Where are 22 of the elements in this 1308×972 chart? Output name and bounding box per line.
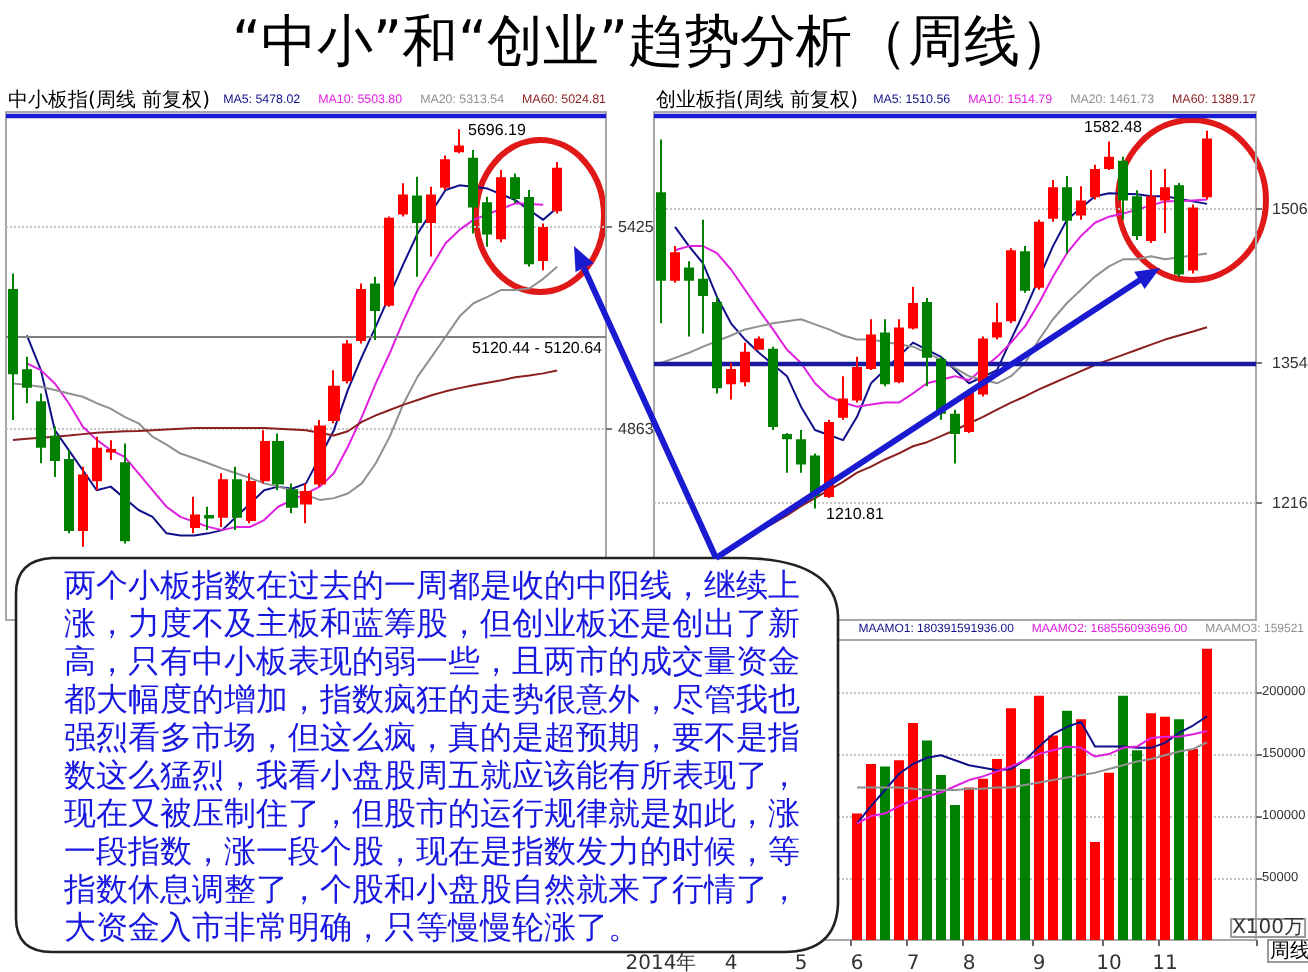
annotation: 1582.48 bbox=[1084, 118, 1143, 136]
x-tick-label: 9 bbox=[1032, 953, 1046, 972]
ref-line-label: 5120.44 - 5120.64 bbox=[472, 339, 604, 358]
y-tick-label: 1216 bbox=[1272, 494, 1308, 513]
y-tick-label: 5425 bbox=[618, 217, 655, 236]
chart-title: “中小”和“创业”趋势分析（周线） bbox=[229, 6, 1079, 78]
y-axis-title: X100万 bbox=[1232, 917, 1304, 939]
annotation: 5696.19 bbox=[468, 121, 527, 139]
chart-subtitle: 创业板指(周线 前复权) bbox=[656, 90, 858, 112]
y-tick-label: 1506 bbox=[1272, 199, 1308, 218]
x-tick-label: 6 bbox=[850, 953, 864, 972]
x-tick-label: 8 bbox=[962, 953, 976, 972]
x-tick-label: 10 bbox=[1096, 953, 1122, 972]
x-tick-label: 2014年 bbox=[625, 951, 697, 972]
x-tick-label: 7 bbox=[906, 953, 920, 972]
x-tick-label: 11 bbox=[1152, 953, 1178, 972]
y-tick-label: 4863 bbox=[618, 419, 655, 438]
annotation: 1210.81 bbox=[826, 505, 885, 523]
x-tick-label: 4 bbox=[724, 953, 738, 972]
x-tick-label: 5 bbox=[794, 953, 808, 972]
y-tick-label: 1354 bbox=[1272, 353, 1308, 372]
chart-subtitle: 中小板指(周线 前复权) bbox=[8, 90, 210, 112]
